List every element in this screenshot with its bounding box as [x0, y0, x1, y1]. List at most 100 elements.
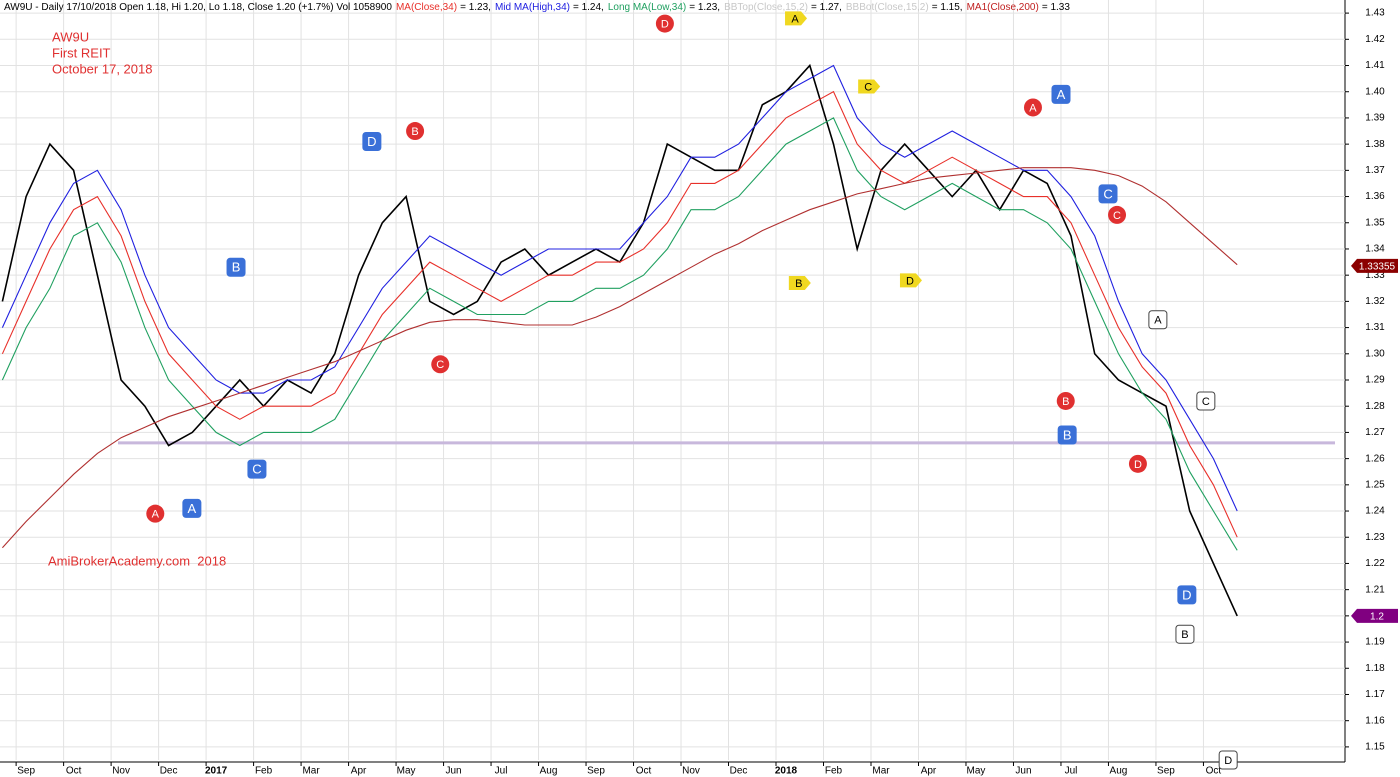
tag-label: 1.33355: [1359, 262, 1396, 273]
y-tick-label: 1.16: [1365, 715, 1385, 726]
indicator-name: MA(Close,34): [396, 2, 457, 13]
moving-average: [1, 117, 1238, 551]
indicator-value: = 1.27,: [811, 2, 842, 13]
y-tick-label: 1.34: [1365, 244, 1385, 255]
moving-average: [1, 167, 1238, 549]
pattern-marker: B: [1175, 624, 1195, 644]
x-tick-label: 2018: [775, 766, 798, 777]
pattern-marker: B: [1057, 425, 1077, 445]
pattern-marker: D: [655, 14, 674, 33]
marker-shape: [247, 459, 267, 479]
y-tick-label: 1.37: [1365, 165, 1385, 176]
tag-shape: [1351, 258, 1398, 273]
x-tick-label: Nov: [112, 766, 130, 777]
marker-label: B: [232, 260, 241, 275]
y-tick-label: 1.35: [1365, 217, 1385, 228]
x-tick-label: Oct: [1206, 766, 1222, 777]
marker-label: A: [188, 501, 197, 516]
y-tick-label: 1.38: [1365, 139, 1385, 150]
marker-shape: [899, 273, 922, 288]
y-tick-label: 1.24: [1365, 506, 1385, 517]
marker-label: D: [1134, 459, 1142, 471]
x-tick-label: Jun: [445, 766, 461, 777]
indicator-value: = 1.33: [1042, 2, 1071, 13]
marker-label: A: [791, 13, 799, 25]
marker-label: C: [1202, 396, 1210, 408]
y-tick-label: 1.40: [1365, 86, 1385, 97]
marker-shape: [1128, 454, 1147, 473]
watermark: AW9U: [52, 29, 89, 44]
marker-shape: [1196, 391, 1216, 411]
pattern-marker: C: [247, 459, 267, 479]
marker-shape: [1057, 425, 1077, 445]
moving-average: [1, 90, 1238, 538]
indicator-name: MA1(Close,200): [967, 2, 1039, 13]
x-tick-label: Apr: [921, 766, 937, 777]
pattern-marker: B: [1056, 391, 1075, 410]
indicator-value: = 1.23,: [689, 2, 720, 13]
pattern-marker: C: [1108, 205, 1127, 224]
x-tick-label: Aug: [540, 766, 558, 777]
marker-shape: [182, 498, 202, 518]
marker-shape: [1218, 750, 1238, 770]
moving-average: [1, 64, 1238, 512]
marker-label: D: [661, 18, 669, 30]
y-tick-label: 1.39: [1365, 113, 1385, 124]
indicator-value: = 1.24,: [573, 2, 604, 13]
y-tick-label: 1.30: [1365, 348, 1385, 359]
x-tick-label: Mar: [302, 766, 320, 777]
pattern-marker: C: [1196, 391, 1216, 411]
marker-shape: [1177, 585, 1197, 605]
marker-label: B: [1062, 396, 1069, 408]
marker-label: D: [906, 275, 914, 287]
pattern-marker: C: [431, 355, 450, 374]
footer-watermark: AmiBrokerAcademy.com 2018: [48, 553, 226, 568]
x-tick-label: Nov: [682, 766, 700, 777]
marker-shape: [1051, 84, 1071, 104]
tag-shape: [1351, 608, 1398, 623]
watermark: First REIT: [52, 45, 111, 60]
y-tick-label: 1.19: [1365, 637, 1385, 648]
pattern-marker: A: [146, 504, 165, 523]
y-tick-label: 1.17: [1365, 689, 1385, 700]
marker-shape: [785, 11, 808, 26]
y-tick-label: 1.43: [1365, 8, 1385, 19]
marker-shape: [146, 504, 165, 523]
x-tick-label: May: [397, 766, 416, 777]
y-tick-label: 1.27: [1365, 427, 1385, 438]
pattern-marker: B: [226, 257, 246, 277]
y-tick-label: 1.21: [1365, 584, 1385, 595]
y-tick-label: 1.18: [1365, 663, 1385, 674]
marker-label: A: [1057, 87, 1066, 102]
pattern-marker: D: [1128, 454, 1147, 473]
pattern-marker: A: [182, 498, 202, 518]
pattern-marker: A: [1051, 84, 1071, 104]
pattern-marker: B: [406, 122, 425, 141]
marker-label: C: [1113, 210, 1121, 222]
y-tick-label: 1.42: [1365, 34, 1385, 45]
indicator-value: = 1.15,: [932, 2, 963, 13]
marker-shape: [1056, 391, 1075, 410]
marker-label: D: [367, 134, 376, 149]
pattern-marker: C: [1098, 184, 1118, 204]
x-tick-label: Sep: [17, 766, 35, 777]
y-tick-label: 1.15: [1365, 742, 1385, 753]
indicator-name: Long MA(Low,34): [608, 2, 686, 13]
marker-shape: [1175, 624, 1195, 644]
watermark: October 17, 2018: [52, 61, 152, 76]
price-tag: 1.2: [1351, 608, 1398, 623]
x-tick-label: Feb: [255, 766, 273, 777]
x-tick-label: Sep: [587, 766, 605, 777]
marker-shape: [1108, 205, 1127, 224]
marker-label: B: [1181, 629, 1188, 641]
marker-shape: [226, 257, 246, 277]
marker-label: C: [252, 462, 261, 477]
pattern-marker: D: [1177, 585, 1197, 605]
x-tick-label: Mar: [872, 766, 890, 777]
header-info: AW9U - Daily 17/10/2018 Open 1.18, Hi 1.…: [4, 2, 392, 13]
pattern-marker: A: [785, 11, 808, 26]
indicator-name: BBTop(Close,15,2): [724, 2, 808, 13]
tag-label: 1.2: [1370, 612, 1384, 623]
